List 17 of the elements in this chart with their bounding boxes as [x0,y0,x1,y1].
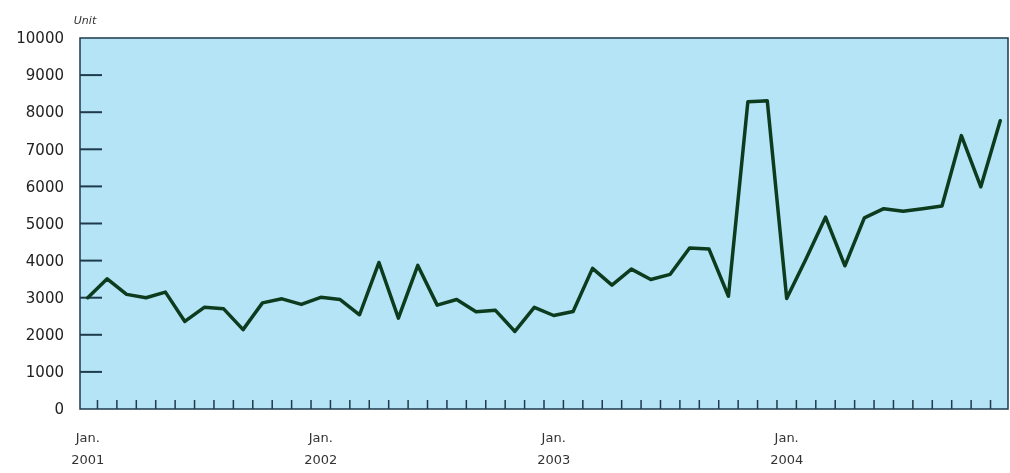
y-tick-label: 5000 [25,214,64,233]
x-tick-label: Jan. 2001 [71,430,105,467]
y-tick-label: 3000 [25,288,64,307]
y-tick-label: 7000 [25,140,64,159]
y-tick-label: 1000 [25,363,64,382]
y-tick-label: 10000 [16,29,64,48]
y-tick-label: 0 [54,400,64,419]
x-tick-label: Jan. 2002 [304,430,338,467]
y-tick-label: 2000 [25,326,64,345]
line-series [86,98,1002,334]
y-tick-label: 8000 [25,103,64,122]
y-tick-label: 9000 [25,66,64,85]
y-tick-label: 6000 [25,177,64,196]
y-axis-title: Unit [73,14,97,27]
x-tick-label: Jan. 2004 [770,430,804,467]
x-tick-label: Jan. 2003 [537,430,571,467]
y-tick-label: 4000 [25,251,64,270]
